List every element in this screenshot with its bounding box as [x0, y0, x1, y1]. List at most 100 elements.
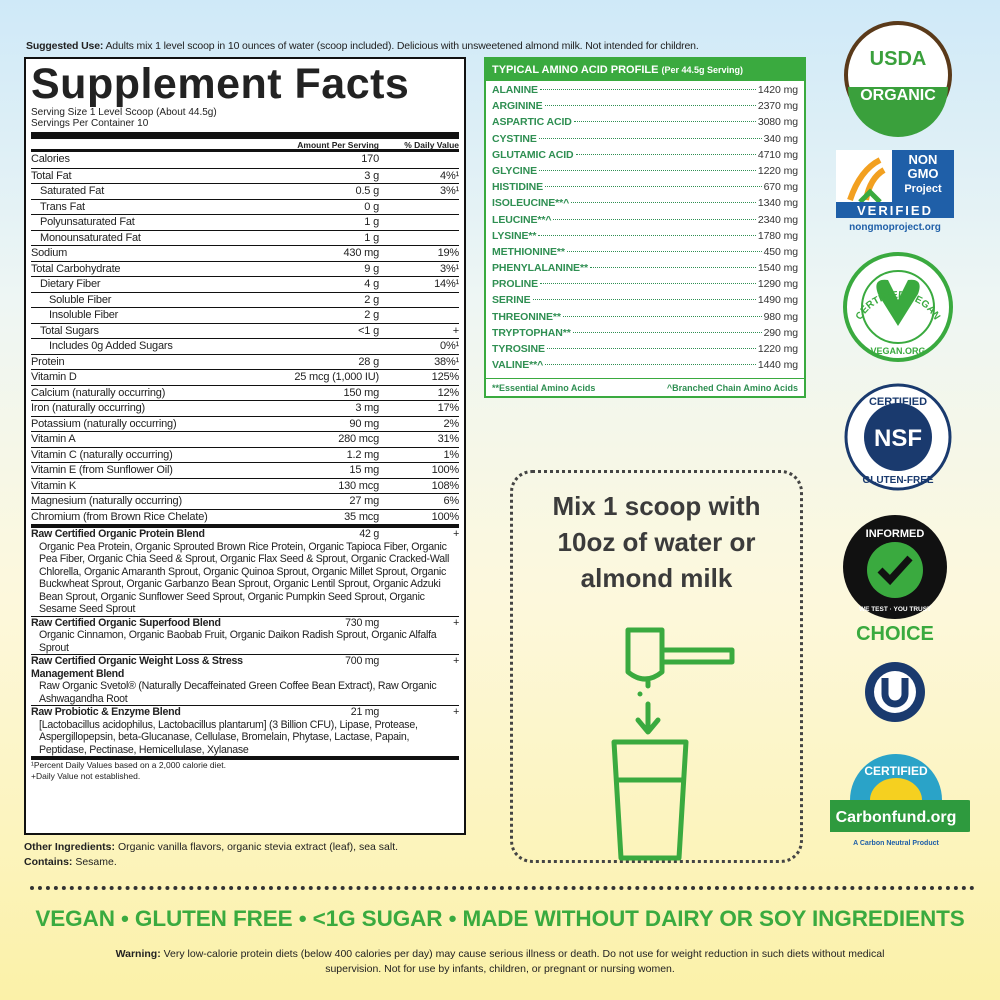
carbon-top: CERTIFIED — [864, 764, 928, 778]
amino-name: TYROSINE — [492, 343, 545, 355]
nutrient-rows: Calories 170 Total Fat 3 g 4%¹ Saturated Fat 0… — [31, 152, 459, 524]
nutrient-dv — [379, 231, 459, 246]
amino-name: TRYPTOPHAN** — [492, 326, 571, 339]
blend-desc: [Lactobacillus acidophilus, Lactobacillu… — [39, 718, 418, 756]
amino-name: PROLINE — [492, 278, 538, 291]
blends: Raw Certified Organic Protein Blend 42 g +… — [31, 528, 459, 756]
amino-value: 1340 mg — [757, 197, 798, 210]
nutrient-amount: <1 g — [358, 324, 379, 337]
amino-row: ARGININE 2370 mg — [486, 100, 804, 116]
blend: Raw Probiotic & Enzyme Blend 21 mg + [Lacto… — [31, 705, 459, 756]
blend-name: Raw Probiotic & Enzyme Blend — [31, 706, 181, 718]
nutrient-row: Vitamin K 130 mcg 108% — [31, 477, 460, 494]
blend-desc: Raw Organic Svetol® (Naturally Decaffein… — [39, 680, 437, 705]
amino-row: THREONINE** 980 mg — [486, 311, 804, 327]
nutrient-amount: 3 mg — [355, 402, 379, 414]
nutrient-row: Total Fat 3 g 4%¹ — [31, 167, 459, 184]
nutrient-dv: 19% — [437, 247, 460, 259]
leader — [539, 169, 756, 171]
dv-header: % Daily Value — [404, 140, 459, 150]
nutrient-row: Polyunsaturated Fat 1 g — [31, 214, 459, 230]
leader — [545, 364, 756, 366]
leader — [546, 348, 756, 349]
amino-value: 1220 mg — [757, 343, 798, 355]
usda-organic: ORGANIC — [860, 87, 936, 104]
leader — [572, 331, 762, 333]
amino-value: 4710 mg — [757, 148, 798, 161]
suggested-use: Suggested Use: Adults mix 1 level scoop … — [26, 40, 699, 52]
amino-value: 290 mg — [763, 326, 799, 339]
blend-header: Raw Certified Organic Weight Loss & Stre… — [31, 655, 459, 680]
leader — [573, 121, 756, 123]
nutrient-dv: 3%¹ — [440, 262, 459, 275]
amino-value: 450 mg — [763, 245, 799, 258]
nsf-mid: NSF — [874, 425, 922, 452]
text: Organic vanilla flavors, organic stevia … — [117, 841, 399, 853]
nutrient-amount: 0.5 g — [355, 185, 380, 197]
nutrient-dv: 108% — [431, 479, 460, 492]
amino-row: GLUTAMIC ACID 4710 mg — [486, 149, 804, 165]
leader — [539, 283, 756, 285]
text: Sesame. — [75, 856, 117, 868]
nutrient-name: Total Sugars — [40, 324, 99, 337]
amino-name: ASPARTIC ACID — [492, 116, 572, 129]
amino-header: TYPICAL AMINO ACID PROFILE (Per 44.5g Se… — [486, 59, 804, 81]
nutrient-amount: 150 mg — [343, 386, 380, 399]
amino-name: ALANINE — [492, 84, 538, 96]
divider — [30, 886, 975, 890]
leader — [589, 267, 756, 269]
leader — [545, 186, 762, 188]
amino-row: GLYCINE 1220 mg — [486, 165, 804, 181]
nutrient-amount: 280 mcg — [338, 433, 379, 445]
blend-header: Raw Certified Organic Superfood Blend 730… — [31, 617, 459, 630]
leader — [539, 89, 756, 90]
amino-title: TYPICAL AMINO ACID PROFILE — [492, 64, 659, 76]
nutrient-name: Vitamin C (naturally occurring) — [31, 448, 173, 461]
nutrient-amount: 1 g — [364, 216, 379, 228]
nutrient-dv: 100% — [431, 464, 460, 476]
nutrient-name: Potassium (naturally occurring) — [31, 417, 177, 430]
leader — [575, 153, 756, 155]
nutrient-dv — [379, 293, 459, 308]
rule — [31, 524, 459, 528]
nutrient-dv: 38%¹ — [434, 355, 459, 368]
facts-title: Supplement Facts — [31, 60, 410, 108]
leader — [562, 315, 762, 317]
amino-value: 980 mg — [763, 310, 799, 323]
nutrient-dv: 31% — [437, 433, 460, 445]
nutrient-dv: 3%¹ — [440, 185, 459, 197]
nutrient-dv: 1% — [443, 448, 460, 461]
nutrient-name: Calcium (naturally occurring) — [31, 386, 166, 399]
nutrient-dv: 4%¹ — [440, 169, 459, 182]
footnotes: ¹Percent Daily Values based on a 2,000 c… — [31, 760, 459, 781]
amino-value: 2340 mg — [757, 213, 798, 226]
nutrient-row: Total Carbohydrate 9 g 3%¹ — [31, 260, 459, 277]
amino-row: ISOLEUCINE**^ 1340 mg — [486, 197, 804, 213]
leader — [553, 218, 756, 220]
amino-row: HISTIDINE 670 mg — [486, 181, 804, 197]
mix-box — [510, 470, 803, 863]
other-line: Other Ingredients: Organic vanilla flavo… — [24, 840, 398, 855]
supplement-facts: Supplement Facts Serving Size 1 Level Sc… — [24, 57, 466, 835]
nutrient-amount: 2 g — [364, 293, 379, 306]
label: Contains: — [24, 856, 73, 868]
amino-subtitle: (Per 44.5g Serving) — [661, 65, 744, 75]
banner: VEGAN • GLUTEN FREE • <1G SUGAR • MADE W… — [35, 906, 965, 931]
nutrient-amount: 9 g — [364, 262, 379, 275]
amino-row: METHIONINE** 450 mg — [486, 246, 804, 262]
amino-value: 670 mg — [763, 181, 799, 194]
nutrient-dv — [379, 152, 459, 168]
leader — [532, 299, 756, 301]
nongmo-verified: VERIFIED — [857, 203, 933, 218]
nsf-bottom: GLUTEN-FREE — [862, 475, 933, 486]
nutrient-name: Vitamin E (from Sunflower Oil) — [31, 464, 173, 476]
nongmo-text: Project — [904, 183, 942, 195]
nutrient-row: Chromium (from Brown Rice Chelate) 35 mcg… — [31, 508, 459, 525]
nutrient-dv: + — [452, 324, 459, 337]
amino-value: 1290 mg — [757, 278, 798, 291]
usda-text: USDA — [870, 48, 927, 70]
nutrient-amount: 1 g — [364, 231, 379, 244]
nutrient-row: Total Sugars <1 g + — [31, 322, 459, 339]
blend-dv: + — [453, 528, 459, 540]
amino-name: VALINE**^ — [492, 359, 544, 372]
